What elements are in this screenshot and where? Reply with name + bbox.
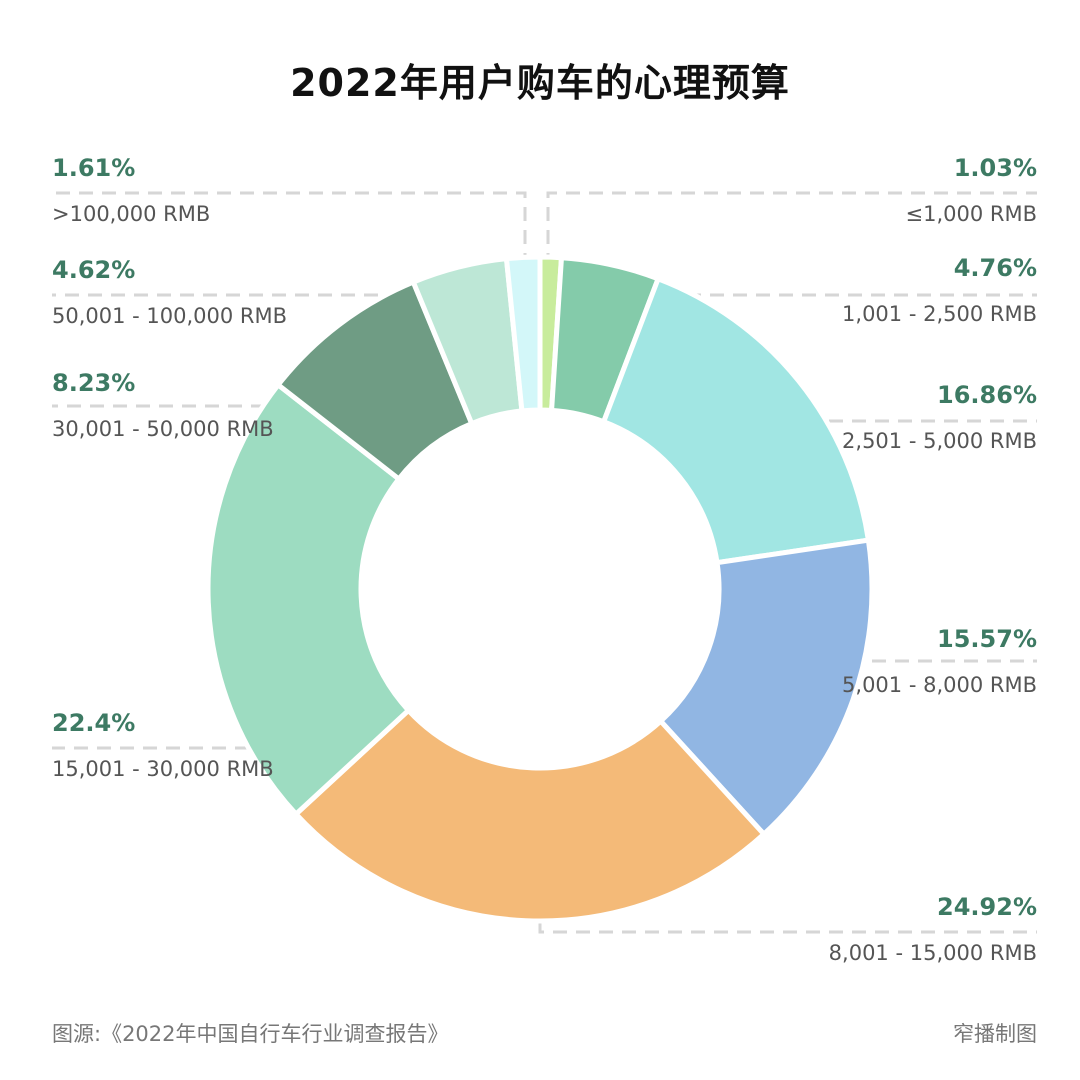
category-label: ≤1,000 RMB [905,202,1037,226]
data-label: 24.92% [937,893,1037,921]
data-label: 4.76% [953,254,1037,282]
category-label: 30,001 - 50,000 RMB [52,417,274,441]
label-15001-30000: 22.4% 15,001 - 30,000 RMB [52,708,274,784]
label-1001-2500: 4.76% 1,001 - 2,500 RMB [842,253,1037,329]
category-label: 8,001 - 15,000 RMB [828,941,1037,965]
label-8001-15000: 24.92% 8,001 - 15,000 RMB [829,892,1037,968]
data-label: 15.57% [937,625,1037,653]
data-label: 4.62% [52,256,136,284]
donut-slice-4 [657,537,875,838]
credit-note: 窄播制图 [953,1022,1037,1046]
data-label: 1.03% [953,154,1037,182]
category-label: 5,001 - 8,000 RMB [842,673,1037,697]
data-label: 8.23% [52,369,136,397]
source-note: 图源:《2022年中国自行车行业调查报告》 [52,1022,449,1046]
category-label: >100,000 RMB [52,202,211,226]
donut-slice-5 [292,706,768,924]
donut-slice-6 [205,381,412,818]
label-gt-100000: 1.61% >100,000 RMB [52,153,210,229]
data-label: 16.86% [937,381,1037,409]
category-label: 50,001 - 100,000 RMB [52,304,288,328]
donut-slice-3 [600,275,872,566]
donut-slice-9 [503,254,543,414]
label-5001-8000: 15.57% 5,001 - 8,000 RMB [842,624,1037,700]
category-label: 1,001 - 2,500 RMB [842,302,1037,326]
data-label: 22.4% [52,709,136,737]
label-50001-100000: 4.62% 50,001 - 100,000 RMB [52,255,287,331]
label-le-1000: 1.03% ≤1,000 RMB [905,153,1037,229]
data-label: 1.61% [52,154,136,182]
category-label: 15,001 - 30,000 RMB [52,757,274,781]
category-label: 2,501 - 5,000 RMB [842,429,1037,453]
label-30001-50000: 8.23% 30,001 - 50,000 RMB [52,368,274,444]
chart-title: 2022年用户购车的心理预算 [290,61,790,105]
label-2501-5000: 16.86% 2,501 - 5,000 RMB [842,380,1037,456]
